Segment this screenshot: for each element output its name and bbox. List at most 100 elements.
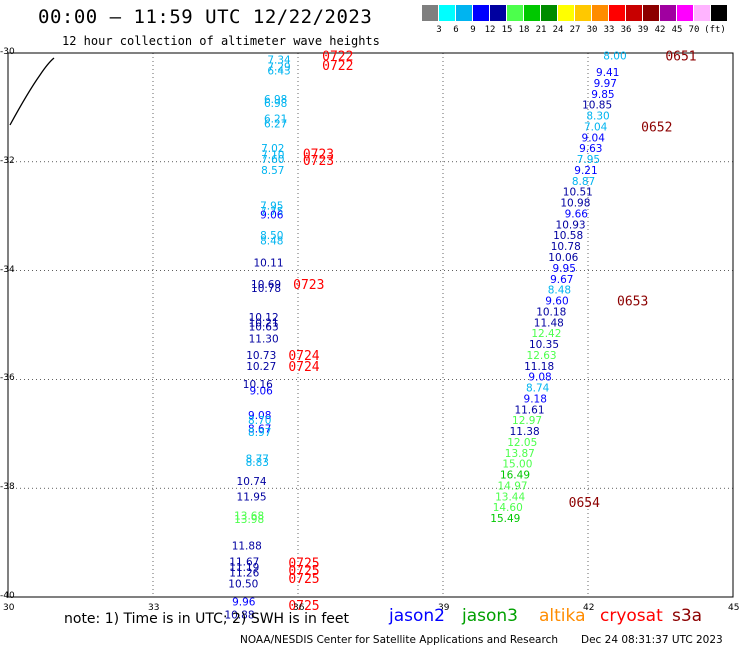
y-tick-label: -40 (0, 591, 15, 601)
swh-value-label: 7.02 (261, 143, 284, 155)
swh-value-label: 15.00 (502, 459, 532, 471)
swh-value-label: 8.97 (248, 427, 271, 439)
scale-label: 18 (518, 25, 530, 35)
swh-value-label: 10.98 (560, 198, 590, 210)
scale-label: 27 (569, 25, 581, 35)
pass-time-label: 0722 (322, 50, 353, 65)
swh-value-label: 14.60 (493, 502, 523, 514)
pass-time-label: 0723 (293, 278, 324, 293)
swh-value-label: 6.43 (267, 65, 290, 77)
pass-time-label: 0725 (288, 599, 319, 614)
swh-value-label: 10.21 (249, 317, 279, 329)
swh-value-label: 10.18 (536, 306, 566, 318)
swh-value-label: 7.34 (267, 55, 291, 67)
swh-value-label: 11.18 (524, 361, 554, 373)
map-title: 00:00 — 11:59 UTC 12/22/2023 (38, 6, 373, 28)
x-tick-label: 42 (583, 603, 595, 613)
timestamp-text: Dec 24 08:31:37 UTC 2023 (581, 634, 723, 646)
swh-value-label: 10.58 (553, 230, 583, 242)
pass-time-label: 0653 (617, 295, 648, 310)
swh-value-label: 11.67 (229, 557, 259, 569)
swh-value-label: 8.57 (261, 165, 284, 177)
swh-value-label: 8.70 (248, 415, 271, 427)
scale-swatch (694, 5, 710, 21)
scale-swatch (456, 5, 472, 21)
swh-value-label: 9.95 (553, 263, 576, 275)
satellite-legend-item: s3a (672, 606, 703, 626)
swh-value-label: 9.67 (550, 274, 573, 286)
scale-label: 33 (603, 25, 615, 35)
plot-border (7, 52, 734, 598)
swh-value-label: 10.85 (582, 100, 612, 112)
swh-value-label: 8.74 (526, 383, 550, 395)
swh-value-label: 9.85 (591, 89, 614, 101)
swh-value-label: 8.50 (260, 230, 283, 242)
scale-swatch (626, 5, 642, 21)
swh-value-label: 13.87 (505, 448, 535, 460)
swh-value-label: 11.61 (514, 404, 544, 416)
scale-label: 70 (688, 25, 700, 35)
swh-value-label: 10.73 (246, 350, 276, 362)
scale-swatch (507, 5, 523, 21)
swh-value-label: 10.78 (251, 283, 281, 295)
satellite-legend-item: cryosat (600, 606, 663, 626)
scale-swatch (660, 5, 676, 21)
scale-label: 39 (637, 25, 649, 35)
swh-value-label: 13.98 (234, 514, 264, 526)
swh-value-label: 9.06 (260, 210, 284, 222)
scale-swatch (711, 5, 727, 21)
coastline (9, 57, 55, 126)
x-tick-label: 36 (293, 603, 305, 613)
swh-value-label: 8.77 (246, 453, 269, 465)
pass-time-label: 0725 (288, 557, 319, 572)
scale-label: 6 (453, 25, 459, 35)
swh-value-label: 10.12 (249, 312, 279, 324)
scale-label: 24 (552, 25, 564, 35)
swh-value-label: 7.95 (260, 200, 283, 212)
scale-swatch (609, 5, 625, 21)
scale-label: 21 (535, 25, 547, 35)
swh-value-label: 9.21 (574, 165, 597, 177)
scale-label: 15 (501, 25, 513, 35)
swh-value-label: 9.08 (248, 410, 271, 422)
swh-value-label: 15.49 (490, 513, 520, 525)
swh-value-label: 9.06 (249, 385, 273, 397)
pass-time-label: 0723 (303, 154, 334, 169)
swh-value-label: 12.42 (531, 328, 561, 340)
swh-value-label: 10.78 (551, 241, 581, 253)
pass-time-label: 0724 (288, 349, 319, 364)
swh-value-label: 9.96 (232, 596, 256, 608)
swh-value-label: 11.38 (510, 426, 540, 438)
swh-value-label: 8.48 (260, 236, 283, 248)
swh-value-label: 7.60 (261, 154, 284, 166)
swh-value-label: 10.74 (237, 476, 267, 488)
swh-value-label: 10.63 (249, 322, 279, 334)
map-subtitle: 12 hour collection of altimeter wave hei… (62, 34, 380, 48)
swh-value-label: 8.87 (572, 176, 595, 188)
swh-value-label: 9.41 (596, 67, 619, 79)
x-tick-label: 30 (3, 603, 15, 613)
swh-value-label: 10.88 (224, 609, 254, 621)
swh-value-label: 8.48 (548, 285, 571, 297)
scale-swatch (439, 5, 455, 21)
swh-value-label: 9.66 (565, 208, 589, 220)
swh-value-label: 10.16 (243, 379, 273, 391)
swh-value-label: 9.60 (545, 296, 568, 308)
y-tick-label: -30 (0, 47, 15, 57)
swh-value-label: 8.30 (586, 111, 609, 123)
y-tick-label: -34 (0, 264, 15, 275)
footer-note: note: 1) Time is in UTC; 2) SWH is in fe… (64, 611, 350, 627)
swh-value-label: 11.95 (237, 491, 267, 503)
swh-value-label: 10.35 (529, 339, 559, 351)
swh-value-label: 10.51 (563, 187, 593, 199)
swh-value-label: 11.19 (229, 562, 259, 574)
scale-swatch (490, 5, 506, 21)
swh-value-label: 9.97 (594, 78, 617, 90)
x-tick-label: 33 (148, 603, 160, 613)
scale-swatch (592, 5, 608, 21)
satellite-legend-item: altika (539, 606, 586, 626)
scale-label: 9 (470, 25, 476, 35)
scale-swatch (643, 5, 659, 21)
scale-label: 42 (654, 25, 666, 35)
